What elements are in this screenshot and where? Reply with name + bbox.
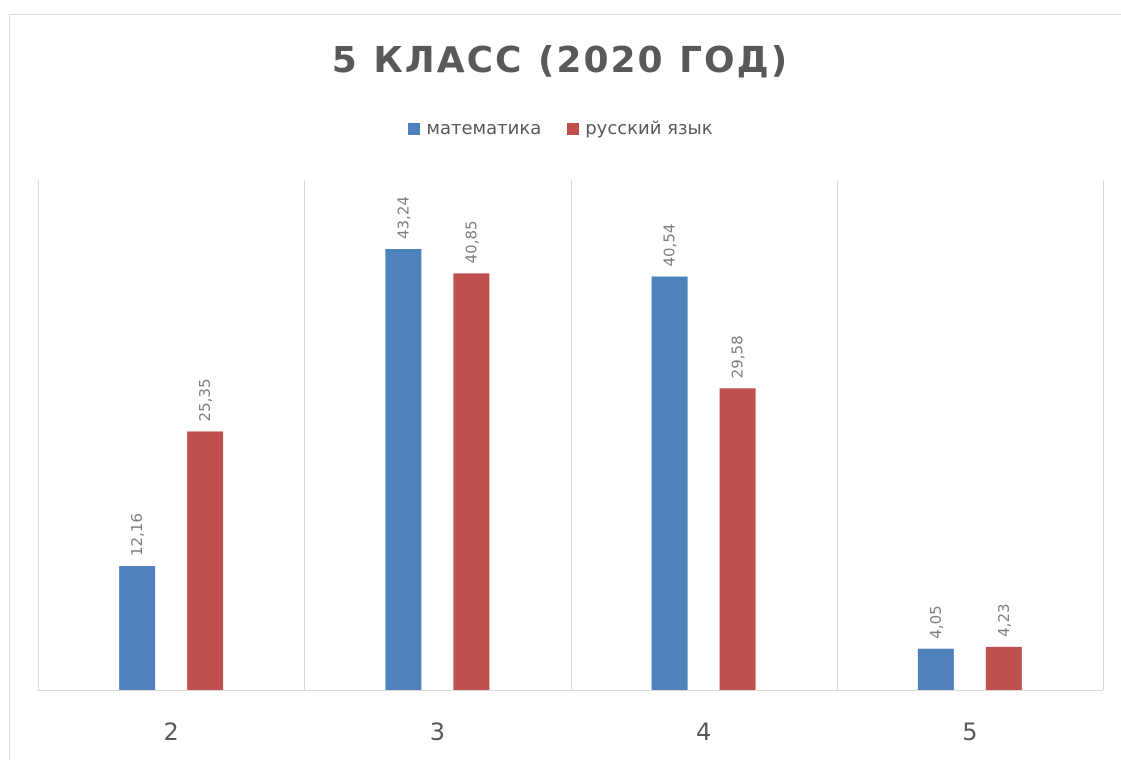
x-tick-label: 5 xyxy=(962,718,977,746)
data-label: 12,16 xyxy=(128,513,146,556)
bar-math xyxy=(917,648,954,690)
legend-label-russian: русский язык xyxy=(585,118,713,139)
legend-item-math: математика xyxy=(408,118,541,139)
bar-math xyxy=(119,565,156,690)
legend-label-math: математика xyxy=(426,118,542,139)
legend-swatch-russian xyxy=(567,122,580,135)
data-label: 25,35 xyxy=(196,379,214,422)
x-tick-label: 2 xyxy=(163,718,178,746)
legend-swatch-math xyxy=(408,122,421,135)
chart-title: 5 КЛАСС (2020 ГОД) xyxy=(331,40,790,81)
bar-russian xyxy=(719,388,756,690)
data-label: 4,23 xyxy=(995,603,1013,636)
data-label: 4,05 xyxy=(927,605,945,638)
legend: математика русский язык xyxy=(0,118,1121,139)
bar-russian xyxy=(187,431,224,690)
data-label: 43,24 xyxy=(394,196,412,239)
data-label: 40,85 xyxy=(462,220,480,263)
bar-math xyxy=(385,249,422,690)
legend-item-russian: русский язык xyxy=(567,118,713,139)
bar-russian xyxy=(985,646,1022,690)
x-tick-label: 4 xyxy=(696,718,711,746)
data-label: 29,58 xyxy=(729,335,747,378)
x-tick-label: 3 xyxy=(430,718,445,746)
bar-math xyxy=(651,276,688,690)
data-label: 40,54 xyxy=(661,224,679,267)
bar-russian xyxy=(453,273,490,690)
